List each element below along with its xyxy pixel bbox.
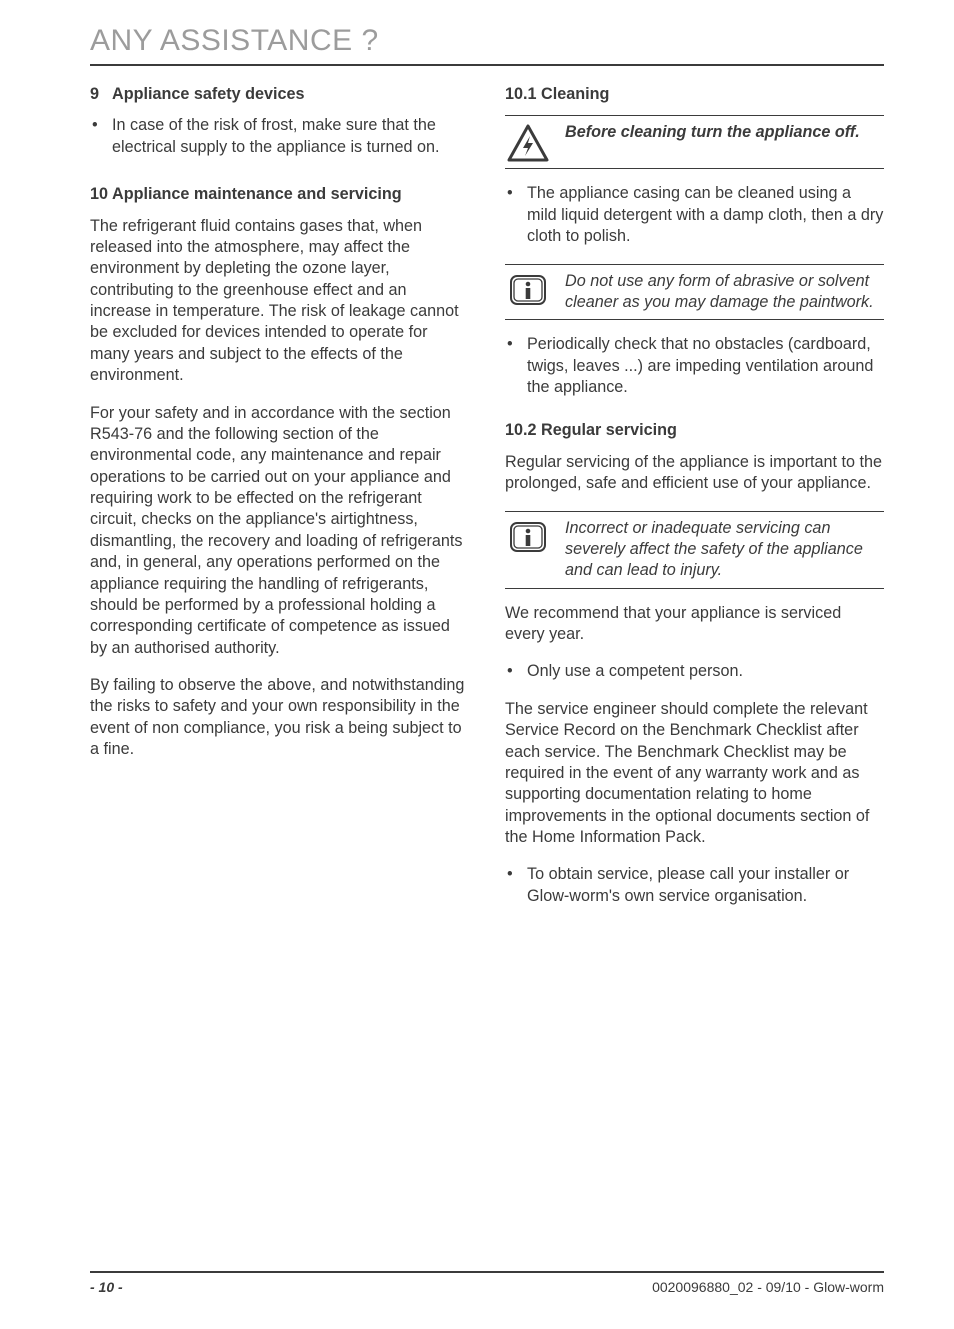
page-footer: - 10 - 0020096880_02 - 09/10 - Glow-worm bbox=[90, 1271, 884, 1295]
info-text: Incorrect or inadequate servicing can se… bbox=[565, 518, 884, 582]
list-item: The appliance casing can be cleaned usin… bbox=[505, 183, 884, 247]
callout-rule bbox=[505, 588, 884, 589]
section-9-title: Appliance safety devices bbox=[112, 84, 305, 105]
warning-callout: Before cleaning turn the appliance off. bbox=[505, 115, 884, 169]
section-10-1-list-b: Periodically check that no obstacles (ca… bbox=[505, 334, 884, 398]
section-10-1-heading: 10.1 Cleaning bbox=[505, 84, 884, 105]
section-10-2-p3: The service engineer should complete the… bbox=[505, 699, 884, 849]
info-icon bbox=[505, 518, 551, 554]
section-10-p1: The refrigerant fluid contains gases tha… bbox=[90, 216, 469, 387]
content-columns: 9 Appliance safety devices In case of th… bbox=[90, 84, 884, 923]
section-10-2-p1: Regular servicing of the appliance is im… bbox=[505, 452, 884, 495]
list-item: In case of the risk of frost, make sure … bbox=[90, 115, 469, 158]
page-header-title: ANY ASSISTANCE ? bbox=[90, 24, 884, 58]
list-item: Periodically check that no obstacles (ca… bbox=[505, 334, 884, 398]
page-number: - 10 - bbox=[90, 1279, 123, 1295]
electrical-warning-icon bbox=[505, 122, 551, 162]
section-10-title: Appliance maintenance and servicing bbox=[112, 184, 402, 205]
section-10-heading: 10 Appliance maintenance and servicing bbox=[90, 184, 469, 205]
info-icon bbox=[505, 271, 551, 307]
footer-doc-id: 0020096880_02 - 09/10 - Glow-worm bbox=[652, 1279, 884, 1295]
section-10-1-list-a: The appliance casing can be cleaned usin… bbox=[505, 183, 884, 247]
section-9-heading: 9 Appliance safety devices bbox=[90, 84, 469, 105]
section-10-p2: For your safety and in accordance with t… bbox=[90, 403, 469, 660]
page: ANY ASSISTANCE ? 9 Appliance safety devi… bbox=[0, 0, 954, 1329]
callout-rule bbox=[505, 168, 884, 169]
info-text: Do not use any form of abrasive or solve… bbox=[565, 271, 884, 314]
left-column: 9 Appliance safety devices In case of th… bbox=[90, 84, 469, 923]
section-10-2-heading: 10.2 Regular servicing bbox=[505, 420, 884, 441]
list-item: To obtain service, please call your inst… bbox=[505, 864, 884, 907]
section-9-list: In case of the risk of frost, make sure … bbox=[90, 115, 469, 158]
section-10-number: 10 bbox=[90, 184, 112, 205]
section-10-2-list-a: Only use a competent person. bbox=[505, 661, 884, 682]
footer-rule bbox=[90, 1271, 884, 1273]
callout-rule bbox=[505, 319, 884, 320]
section-10-2-list-b: To obtain service, please call your inst… bbox=[505, 864, 884, 907]
list-item: Only use a competent person. bbox=[505, 661, 884, 682]
info-callout-2: Incorrect or inadequate servicing can se… bbox=[505, 511, 884, 589]
warning-text: Before cleaning turn the appliance off. bbox=[565, 122, 884, 143]
header-rule bbox=[90, 64, 884, 66]
section-9-number: 9 bbox=[90, 84, 112, 105]
section-10-2-p2: We recommend that your appliance is serv… bbox=[505, 603, 884, 646]
section-10-p3: By failing to observe the above, and not… bbox=[90, 675, 469, 761]
info-callout-1: Do not use any form of abrasive or solve… bbox=[505, 264, 884, 321]
right-column: 10.1 Cleaning Before cleaning turn the a… bbox=[505, 84, 884, 923]
